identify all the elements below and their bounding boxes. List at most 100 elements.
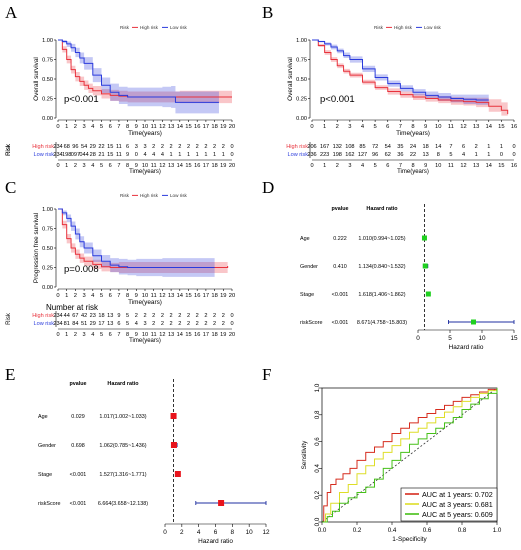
risk-table-count: 2 [196, 313, 199, 319]
y-tick-label: 0.25 [42, 96, 53, 102]
risk-table-x-axis-label: Time(years) [129, 338, 161, 344]
risk-table-x-tick-label: 16 [511, 163, 517, 169]
row-label: Age [300, 236, 310, 242]
x-tick-label: 5 [374, 124, 377, 130]
risk-table-label: Risk [6, 312, 12, 325]
x-tick-label: 2 [180, 529, 184, 536]
x-tick-label: 2 [336, 124, 339, 130]
x-tick-label: 7 [399, 124, 402, 130]
risk-table-count: 108 [345, 144, 354, 150]
row-label: Stage [300, 292, 314, 298]
hazard-ratio-marker [174, 471, 181, 477]
x-tick-label: 10 [142, 124, 148, 130]
risk-table-count: 21 [98, 152, 104, 158]
x-tick-label: 4 [361, 124, 365, 130]
risk-table-count: 2 [170, 144, 173, 150]
survival-curve-low-risk [58, 39, 219, 103]
risk-table-count: 0 [230, 152, 233, 158]
risk-table-count: 1 [187, 152, 190, 158]
risk-table-x-tick-label: 18 [211, 332, 217, 338]
risk-table-count: 14 [435, 144, 441, 150]
y-tick-label: 0.0 [314, 517, 321, 526]
risk-table-count: 4 [152, 152, 155, 158]
y-axis-label: Progression free survival [33, 213, 40, 283]
risk-table-count: 5 [449, 152, 452, 158]
risk-table-x-tick-label: 3 [83, 332, 86, 338]
risk-table-count: 1 [196, 152, 199, 158]
panel-letter-c: C [5, 178, 16, 197]
roc-curve-2 [322, 388, 498, 523]
x-tick-label: 4 [91, 124, 95, 130]
x-tick-label: 17 [203, 124, 209, 130]
y-tick-label: 0.4 [314, 464, 321, 473]
row-pvalue: 0.698 [71, 443, 85, 449]
risk-table-count: 6 [117, 321, 120, 327]
risk-table-x-tick-label: 0 [56, 163, 59, 169]
risk-table-count: 15 [107, 144, 113, 150]
x-tick-label: 3 [82, 124, 85, 130]
survival-curve-low-risk [58, 208, 215, 268]
risk-table-count: 2 [161, 144, 164, 150]
y-tick-label: 0.25 [296, 96, 307, 102]
legend: Risk High risk Low risk [120, 193, 188, 198]
risk-table-count: 22 [98, 144, 104, 150]
x-tick-label: 3 [82, 293, 85, 299]
x-tick-label: 5 [100, 293, 103, 299]
risk-table-count: 51 [81, 321, 87, 327]
legend-label-high-risk: High risk [140, 25, 159, 30]
risk-table-x-axis-label: Time(years) [129, 169, 161, 175]
row-pvalue: <0.001 [70, 472, 87, 478]
x-tick-label: 12 [460, 124, 466, 130]
risk-table-count: 2 [178, 313, 181, 319]
x-tick-label: 0.0 [318, 527, 327, 534]
x-tick-label: 6 [109, 124, 112, 130]
risk-table-count: 2 [178, 321, 181, 327]
column-header-pvalue: pvalue [69, 381, 86, 387]
risk-table-count: 4 [462, 152, 465, 158]
x-tick-label: 1.0 [493, 527, 502, 534]
risk-table-count: 44 [64, 313, 70, 319]
legend-label-1: AUC at 1 years: 0.702 [422, 490, 493, 499]
risk-table-x-axis-label: Time(years) [397, 169, 429, 175]
row-pvalue: 0.410 [333, 264, 347, 270]
risk-table-count: 162 [345, 152, 354, 158]
legend-label-3: AUC at 5 years: 0.609 [422, 510, 493, 519]
x-tick-label: 14 [177, 293, 184, 299]
risk-table-count: 96 [372, 152, 378, 158]
legend-title: Risk [120, 25, 130, 30]
risk-table-count: 2 [170, 313, 173, 319]
risk-table-count: 18 [98, 313, 104, 319]
risk-table-count: 13 [107, 321, 113, 327]
legend-label-high-risk: High risk [394, 25, 413, 30]
panel-letter-d: D [262, 178, 274, 197]
risk-table-count: 1 [222, 152, 225, 158]
legend: Risk High risk Low risk [120, 25, 188, 30]
x-axis-label: Hazard ratio [198, 538, 233, 545]
risk-table-count: 0 [135, 152, 138, 158]
risk-table-count: 29 [90, 321, 96, 327]
risk-table-x-tick-label: 3 [348, 163, 351, 169]
column-header-hazard-ratio: Hazard ratio [107, 381, 139, 387]
risk-table-x-tick-label: 20 [229, 332, 235, 338]
x-tick-label: 19 [220, 293, 226, 299]
risk-table: Risk High risk 206 167 132 108 85 72 54 35 24 18 14 7… [6, 142, 517, 175]
legend-label-high-risk: High risk [140, 193, 159, 198]
row-pvalue: 0.222 [333, 236, 347, 242]
x-axis-label: Time(years) [128, 299, 162, 306]
x-tick-label: 20 [229, 293, 235, 299]
panel-letters: A B C D E F [5, 3, 274, 384]
x-tick-label: 15 [185, 124, 191, 130]
risk-table-count: 2 [222, 321, 225, 327]
risk-table-count: 6 [462, 144, 465, 150]
x-tick-label: 0.6 [423, 527, 432, 534]
x-tick-label: 10 [478, 335, 486, 342]
y-tick-label: 0.00 [42, 285, 53, 291]
risk-table-x-tick-label: 9 [135, 163, 138, 169]
risk-table-x-tick-label: 16 [194, 332, 200, 338]
risk-table-count: 0 [230, 144, 233, 150]
row-hazard-ratio: 1.010(0.994~1.025) [358, 236, 405, 242]
risk-table-count: 96 [72, 144, 78, 150]
x-tick-label: 6 [214, 529, 218, 536]
y-axis-label: Overall survival [287, 57, 294, 101]
